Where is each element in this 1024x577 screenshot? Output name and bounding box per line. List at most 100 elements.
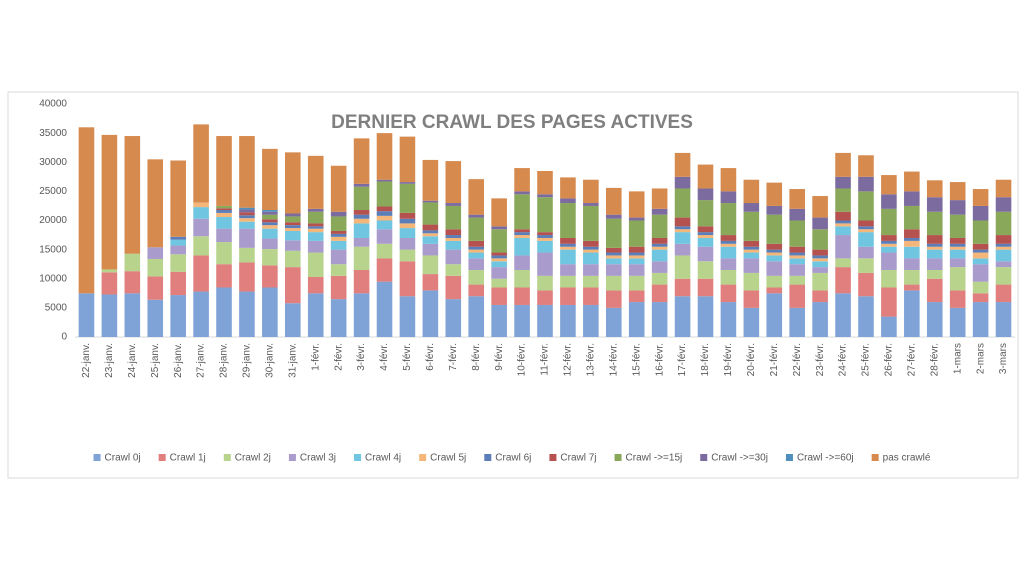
bar-segment [124,253,141,272]
bar-segment [216,208,232,211]
bar-segment [972,281,989,294]
bar-segment [537,197,553,233]
bar-segment [147,159,164,248]
bar-segment [926,249,943,259]
bar-segment [812,302,828,337]
bar-segment [193,202,209,208]
bar-segment [560,275,576,288]
bar-segment [720,203,737,236]
bar-segment [491,278,507,288]
bar-segment [353,246,370,271]
bar-segment [674,217,691,227]
bar-segment [995,249,1012,262]
bar-segment [858,191,874,221]
bar-segment [399,296,416,337]
bar-segment [605,275,622,291]
bar-segment [835,211,851,221]
bar-segment [743,211,760,241]
bar-segment [697,164,714,189]
bar-segment [422,200,439,203]
x-tick-label: 23-févr. [815,343,826,376]
x-tick-label: 25-janv. [150,343,161,378]
bar-segment [330,249,347,265]
bar-segment [330,165,347,212]
bar-segment [560,198,576,204]
bar-segment [743,203,760,212]
bar-segment [124,293,141,337]
bar-segment [926,246,943,250]
x-tick-label: 23-janv. [104,343,115,378]
bar-segment [904,171,920,192]
bar-segment [239,212,255,216]
bar-segment [78,127,95,294]
chart-title: DERNIER CRAWL DES PAGES ACTIVES [331,112,693,133]
x-tick-label: 25-févr. [861,343,872,376]
bar-segment [835,152,851,177]
legend-label: Crawl 4j [365,453,401,464]
bar-segment [789,258,805,265]
bar-segment [445,205,462,230]
bar-segment [491,304,507,337]
bar-segment [307,252,324,278]
bar-segment [422,255,439,275]
bar-segment [583,252,599,265]
bar-segment [353,186,370,211]
bar-segment [605,187,622,215]
bar-segment [789,255,805,259]
x-tick-label: 1-févr. [310,343,321,371]
legend-label: pas crawlé [883,453,931,464]
bar-segment [514,237,530,256]
bar-segment [858,176,874,192]
x-tick-label: 16-févr. [654,343,665,376]
x-tick-label: 22-févr. [792,343,803,376]
x-tick-label: 28-févr. [929,343,940,376]
bar-segment [858,155,874,177]
bar-segment [812,255,828,259]
bar-segment [445,203,462,206]
bar-segment [330,236,347,241]
bar-segment [170,271,186,296]
bar-segment [995,261,1012,268]
bar-segment [583,275,599,288]
bar-segment [537,194,553,198]
x-tick-label: 22-janv. [81,343,92,378]
legend-swatch [785,454,793,461]
bar-segment [491,267,507,279]
legend-swatch [288,454,296,461]
bar-segment [674,255,691,279]
bar-segment [285,230,301,241]
bar-segment [216,228,232,243]
bar-segment [491,261,507,268]
bar-segment [651,284,668,303]
bar-segment [628,255,645,259]
bar-segment [307,277,324,294]
bar-segment [697,232,714,236]
bar-segment [858,246,874,259]
bar-segment [812,229,828,250]
bar-segment [514,229,530,233]
bar-segment [858,272,874,297]
bar-segment [262,148,278,211]
bar-segment [766,252,783,256]
x-tick-label: 11-févr. [540,343,551,376]
bar-segment [193,255,209,292]
bar-segment [445,237,462,241]
bar-segment [330,275,347,300]
bar-segment [858,229,874,233]
bar-segment [353,138,370,184]
bar-segment [537,232,553,236]
bar-segment [605,264,622,276]
bar-segment [972,205,989,221]
bar-segment [491,226,507,230]
bar-segment [583,179,599,204]
bar-segment [560,304,576,337]
bar-segment [353,218,370,224]
bar-segment [995,243,1012,247]
bar-segment [216,217,232,229]
bar-segment [376,181,393,207]
bar-segment [858,232,874,247]
bar-segment [468,258,485,271]
bar-segment [514,235,530,238]
bar-segment [445,275,462,300]
legend-label: Crawl 7j [560,453,596,464]
